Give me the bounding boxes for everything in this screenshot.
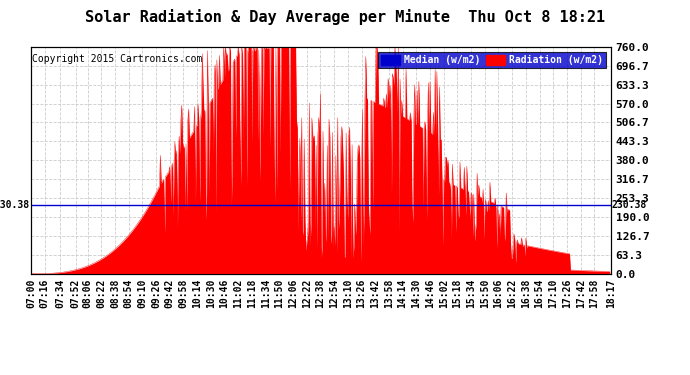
Text: +230.38: +230.38	[0, 200, 30, 210]
Legend: Median (w/m2), Radiation (w/m2): Median (w/m2), Radiation (w/m2)	[378, 52, 606, 68]
Text: Solar Radiation & Day Average per Minute  Thu Oct 8 18:21: Solar Radiation & Day Average per Minute…	[85, 9, 605, 26]
Text: 230.38: 230.38	[612, 200, 647, 210]
Text: Copyright 2015 Cartronics.com: Copyright 2015 Cartronics.com	[32, 54, 203, 64]
